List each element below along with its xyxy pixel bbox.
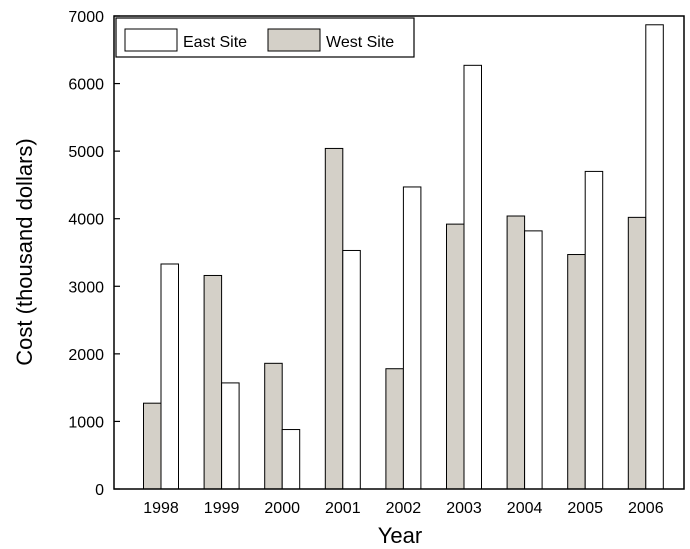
- y-axis-title: Cost (thousand dollars): [12, 138, 37, 365]
- bar-west-site-1998: [143, 402, 162, 490]
- y-tick-label: 6000: [68, 77, 104, 94]
- plot-area-frame: [113, 15, 685, 490]
- y-tick-label: 0: [95, 482, 104, 499]
- x-tick-label: 2003: [446, 500, 482, 517]
- bar-west-site-1999: [203, 274, 223, 490]
- y-axis: 0 1000 2000 3000 4000 5000 6000 7000: [68, 9, 120, 499]
- y-tick-label: 4000: [68, 212, 104, 229]
- bar-west-site-2006: [627, 216, 647, 490]
- bar-east-site-2000: [281, 429, 301, 490]
- x-tick-label: 2002: [386, 500, 422, 517]
- bar-east-site-2004: [524, 230, 543, 490]
- bar-west-site-2001: [324, 147, 344, 490]
- bar-west-site-2005: [567, 254, 586, 490]
- x-tick-label: 2004: [507, 500, 543, 517]
- x-tick-label: 1999: [204, 500, 240, 517]
- y-tick-label: 1000: [68, 414, 104, 431]
- x-axis: 1998 1999 2000 2001 2002 2003 2004 2005 2006: [143, 500, 663, 517]
- bar-east-site-2001: [342, 249, 361, 490]
- legend-label: West Site: [326, 34, 394, 51]
- bar-east-site-2006: [645, 24, 664, 490]
- bar-east-site-2002: [402, 186, 422, 490]
- x-tick-label: 2001: [325, 500, 361, 517]
- legend: East Site West Site: [115, 17, 415, 58]
- y-tick-label: 7000: [68, 9, 104, 26]
- y-tick-label: 3000: [68, 279, 104, 296]
- bar-west-site-2003: [446, 223, 465, 490]
- x-tick-label: 1998: [143, 500, 179, 517]
- bar-west-site-2004: [506, 215, 526, 490]
- bar-east-site-2003: [463, 64, 482, 490]
- legend-swatch-east-site: [124, 28, 178, 52]
- x-axis-title: Year: [378, 523, 422, 548]
- legend-label: East Site: [183, 34, 247, 51]
- x-tick-label: 2005: [567, 500, 603, 517]
- bar-east-site-1998: [160, 263, 179, 490]
- bars-layer: [143, 24, 664, 490]
- y-tick-label: 5000: [68, 144, 104, 161]
- bar-east-site-2005: [584, 170, 604, 490]
- y-tick-label: 2000: [68, 347, 104, 364]
- x-tick-label: 2000: [264, 500, 300, 517]
- bar-east-site-1999: [221, 382, 240, 490]
- bar-west-site-2000: [264, 362, 283, 490]
- bar-west-site-2002: [385, 368, 404, 490]
- x-tick-label: 2006: [628, 500, 664, 517]
- legend-swatch-west-site: [267, 28, 321, 52]
